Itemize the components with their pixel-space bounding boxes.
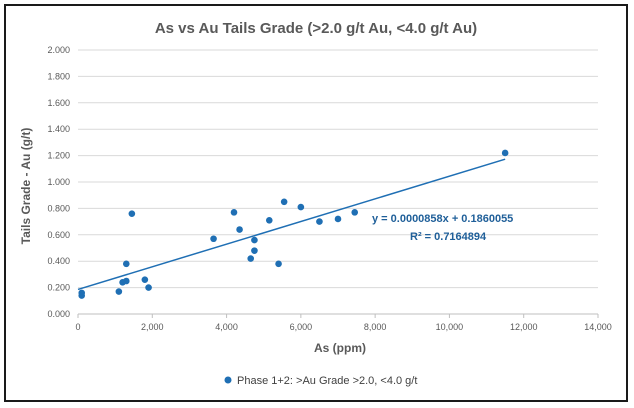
data-point	[334, 215, 342, 223]
y-tick-label: 2.000	[47, 45, 70, 55]
x-tick-label: 8,000	[364, 322, 387, 332]
y-tick-label: 1.800	[47, 71, 70, 81]
chart-frame: As vs Au Tails Grade (>2.0 g/t Au, <4.0 …	[4, 4, 628, 402]
data-point	[115, 288, 123, 295]
y-tick-label: 0.000	[47, 309, 70, 319]
data-point	[297, 203, 305, 211]
trendline	[77, 158, 506, 291]
data-point	[251, 236, 258, 244]
scatter-chart: As vs Au Tails Grade (>2.0 g/t Au, <4.0 …	[19, 20, 612, 387]
trendline-group	[77, 158, 506, 291]
data-point	[230, 209, 238, 216]
y-tick-label: 0.600	[47, 230, 70, 240]
legend-marker	[224, 376, 232, 384]
trendline-r-squared: R² = 0.7164894	[410, 231, 487, 243]
y-tick-label: 0.800	[47, 203, 70, 213]
data-point	[141, 276, 149, 283]
x-tick-label: 2,000	[141, 322, 164, 332]
trendline-equation: y = 0.0000858x + 0.1860055	[372, 213, 513, 225]
data-point	[251, 247, 258, 254]
data-point	[78, 289, 86, 297]
data-point	[316, 218, 323, 225]
gridlines	[78, 49, 598, 289]
chart-title: As vs Au Tails Grade (>2.0 g/t Au, <4.0 …	[155, 20, 477, 37]
y-tick-label: 1.200	[47, 151, 70, 161]
y-tick-labels: 0.000 0.200 0.400 0.600 0.800 1.000 1.200 1.400…	[47, 45, 70, 319]
legend-label: Phase 1+2: >Au Grade >2.0, <4.0 g/t	[237, 375, 417, 387]
y-tick-label: 1.600	[47, 98, 70, 108]
data-point	[351, 209, 359, 216]
y-tick-label: 1.400	[47, 124, 70, 134]
x-axis-title: As (ppm)	[314, 341, 366, 355]
y-tick-label: 0.200	[47, 283, 70, 293]
data-point	[236, 226, 243, 233]
x-tick-label: 12,000	[510, 322, 538, 332]
data-point	[122, 277, 130, 285]
data-point	[247, 255, 255, 262]
data-point	[265, 216, 273, 224]
x-tick-label: 4,000	[215, 322, 238, 332]
legend: Phase 1+2: >Au Grade >2.0, <4.0 g/t	[224, 375, 417, 387]
x-tick-label: 6,000	[290, 322, 313, 332]
y-tick-label: 1.000	[47, 177, 70, 187]
y-tick-label: 0.400	[47, 256, 70, 266]
data-point	[210, 235, 217, 243]
data-point	[501, 149, 509, 157]
x-tick-label: 10,000	[436, 322, 464, 332]
x-tick-labels: 0 2,000 4,000 6,000 8,000 10,000 12,000 14,000	[75, 314, 612, 332]
data-point	[145, 284, 152, 291]
data-point	[128, 210, 136, 217]
x-tick-label: 0	[75, 322, 80, 332]
x-tick-label: 14,000	[584, 322, 612, 332]
data-points	[78, 149, 509, 299]
data-point	[275, 260, 282, 268]
y-axis-title: Tails Grade - Au (g/t)	[19, 128, 33, 245]
data-point	[122, 260, 130, 268]
data-point	[280, 198, 288, 206]
